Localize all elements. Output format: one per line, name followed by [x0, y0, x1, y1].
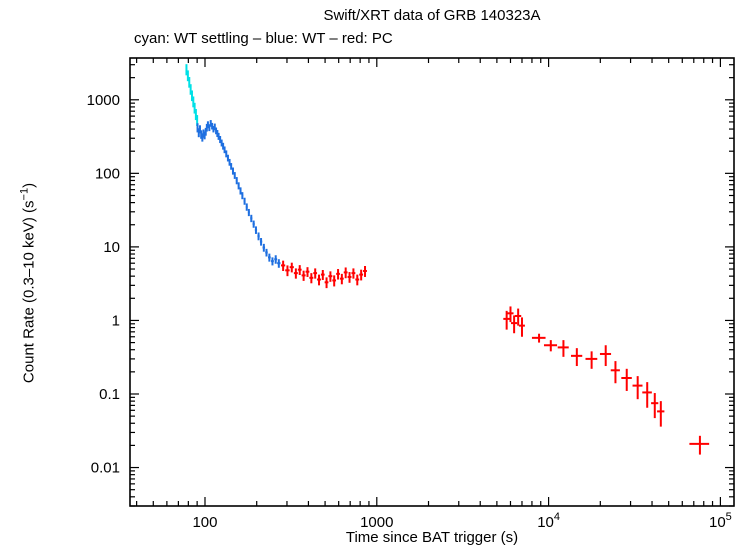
y-tick-label: 1	[112, 312, 120, 329]
x-tick-label: 100	[192, 514, 217, 531]
y-axis-label-exponent: −1	[18, 187, 31, 201]
x-axis-label: Time since BAT trigger (s)	[345, 529, 519, 546]
y-tick-label: 1000	[87, 92, 120, 109]
chart-subtitle-legend: cyan: WT settling – blue: WT – red: PC	[134, 30, 393, 47]
x-tick-label: 104	[537, 511, 560, 531]
y-tick-label: 100	[95, 165, 120, 182]
x-tick-label: 105	[709, 511, 732, 531]
x-tick-label: 1000	[360, 514, 393, 531]
y-axis-label: Count Rate (0.3–10 keV) (s−1)	[19, 183, 38, 383]
chart-title: Swift/XRT data of GRB 140323A	[323, 7, 541, 24]
y-tick-label: 0.1	[99, 386, 120, 403]
y-tick-label: 10	[103, 239, 120, 256]
y-axis-label-close: )	[20, 182, 38, 188]
y-axis-label-main: Count Rate (0.3–10 keV) (s	[20, 200, 38, 384]
y-tick-label: 0.01	[91, 460, 120, 477]
